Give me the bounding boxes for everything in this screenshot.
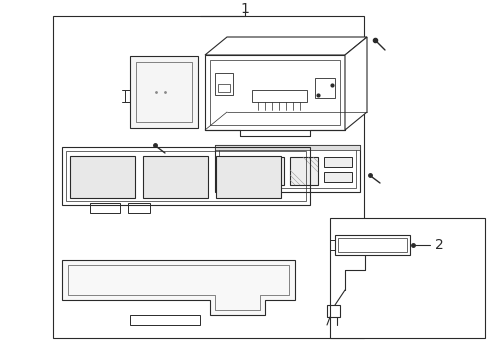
Bar (130, 56, 198, 128)
Polygon shape (205, 55, 345, 130)
Bar (136, 62, 192, 122)
Bar (335, 235, 410, 255)
Bar (53, 16, 364, 338)
Bar (330, 218, 485, 338)
Bar (66, 151, 306, 201)
Bar (324, 172, 352, 182)
Bar (252, 90, 307, 102)
Bar (143, 156, 208, 198)
Bar (215, 145, 360, 150)
Bar (210, 60, 340, 125)
Bar (338, 238, 407, 252)
Polygon shape (205, 37, 367, 55)
Bar (324, 157, 352, 167)
Bar (215, 145, 360, 192)
Bar (62, 147, 310, 205)
Bar (256, 157, 284, 185)
Bar (222, 157, 250, 185)
Text: 2: 2 (435, 238, 444, 252)
Bar (290, 157, 318, 185)
Bar (216, 156, 281, 198)
Bar (90, 203, 120, 213)
Bar (315, 78, 335, 98)
Bar (70, 156, 135, 198)
Bar (215, 73, 233, 95)
Bar (218, 84, 230, 92)
Bar (219, 149, 356, 188)
Polygon shape (345, 37, 367, 130)
Bar (128, 203, 150, 213)
Text: 1: 1 (241, 2, 249, 16)
Polygon shape (62, 260, 295, 315)
